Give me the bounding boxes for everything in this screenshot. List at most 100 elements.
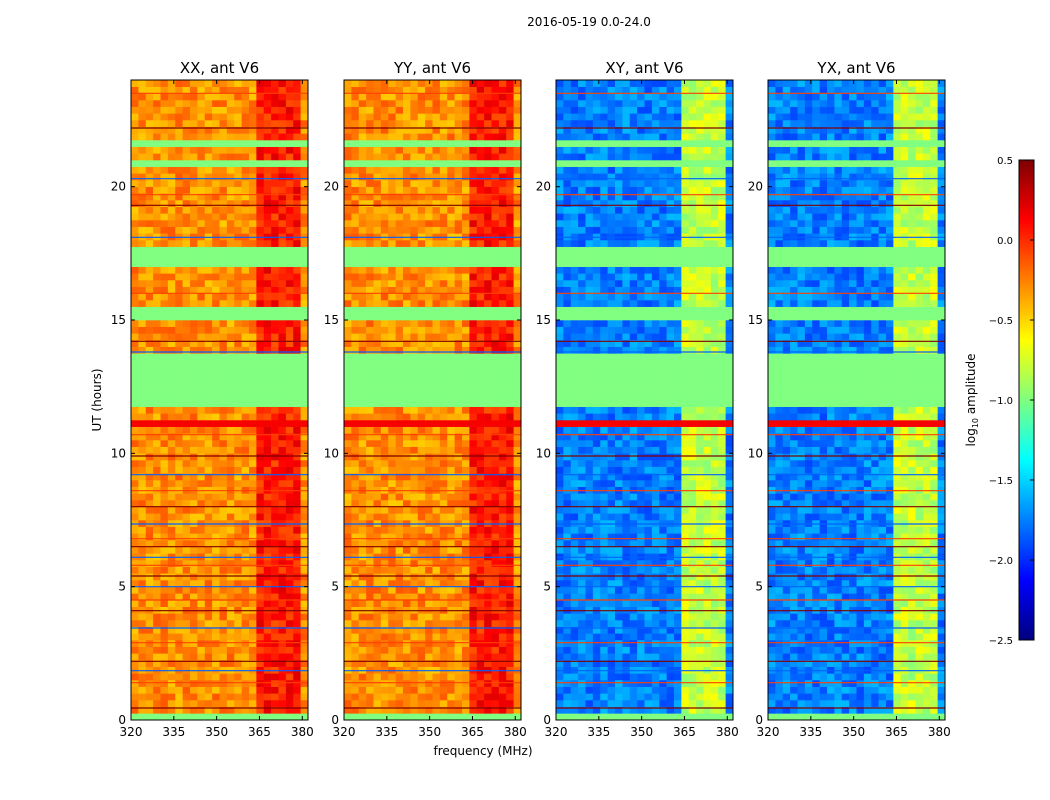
heatmap-cell: [366, 686, 374, 694]
heatmap-cell: [197, 533, 206, 541]
heatmap-cell: [462, 700, 470, 707]
heatmap-cell: [190, 186, 198, 194]
heatmap-cell: [366, 413, 374, 421]
heatmap-cell: [160, 300, 169, 307]
heatmap-cell: [358, 200, 367, 207]
heatmap-cell: [293, 306, 301, 314]
heatmap-cell: [145, 80, 154, 87]
heatmap-cell: [380, 86, 389, 94]
heatmap-cell: [300, 280, 309, 287]
heatmap-cell: [249, 313, 257, 321]
heatmap-cell: [351, 386, 360, 394]
heatmap-cell: [674, 686, 682, 694]
heatmap-cell: [476, 506, 485, 514]
heatmap-cell: [366, 133, 374, 141]
heatmap-cell: [249, 446, 257, 454]
heatmap-cell: [278, 673, 287, 681]
heatmap-cell: [410, 533, 419, 541]
heatmap-cell: [425, 273, 433, 281]
heatmap-cell: [182, 566, 191, 574]
heatmap-cell: [469, 680, 478, 687]
heatmap-cell: [351, 540, 360, 547]
heatmap-cell: [138, 260, 147, 267]
heatmap-cell: [271, 493, 279, 501]
heatmap-cell: [153, 220, 161, 227]
heatmap-cell: [506, 366, 514, 374]
heatmap-cell: [300, 706, 309, 714]
heatmap-cell: [366, 220, 374, 227]
heatmap-cell: [454, 306, 463, 314]
heatmap-cell: [256, 506, 265, 514]
heatmap-cell: [190, 680, 198, 687]
heatmap-cell: [447, 346, 455, 354]
heatmap-cell: [506, 513, 514, 521]
heatmap-cell: [506, 700, 514, 707]
heatmap-cell: [167, 706, 176, 714]
heatmap-cell: [167, 640, 176, 647]
heatmap-cell: [439, 513, 448, 521]
heatmap-cell: [432, 566, 441, 574]
heatmap-cell: [344, 700, 352, 707]
heatmap-cell: [204, 100, 213, 107]
y-tick-label: 5: [331, 580, 339, 594]
heatmap-cell: [182, 213, 191, 221]
heatmap-cell: [425, 420, 433, 427]
heatmap-cell: [249, 86, 257, 94]
heatmap-cell: [190, 580, 198, 587]
heatmap-cell: [219, 306, 228, 314]
heatmap-cell: [285, 660, 294, 667]
heatmap-cell: [182, 120, 191, 127]
heatmap-cell: [469, 426, 478, 434]
heatmap-cell: [506, 173, 514, 181]
heatmap-cell: [417, 353, 426, 361]
heatmap-cell: [271, 393, 279, 401]
heatmap-cell: [263, 560, 272, 567]
heatmap-cell: [410, 713, 419, 721]
heatmap-cell: [190, 686, 198, 694]
heatmap-cell: [256, 333, 265, 341]
heatmap-cell: [447, 386, 455, 394]
heatmap-cell: [249, 100, 257, 107]
heatmap-cell: [145, 420, 154, 427]
heatmap-cell: [607, 706, 616, 714]
heatmap-cell: [197, 133, 206, 141]
heatmap-cell: [182, 653, 191, 661]
heatmap-cell: [145, 713, 154, 721]
heatmap-cell: [263, 126, 272, 134]
heatmap-cell: [145, 220, 154, 227]
heatmap-cell: [380, 600, 389, 607]
heatmap-cell: [447, 473, 455, 481]
heatmap-cell: [366, 293, 374, 301]
heatmap-cell: [212, 186, 220, 194]
heatmap-cell: [167, 453, 176, 461]
heatmap-cell: [498, 686, 507, 694]
heatmap-cell: [145, 640, 154, 647]
heatmap-cell: [462, 133, 470, 141]
heatmap-cell: [190, 393, 198, 401]
heatmap-cell: [249, 393, 257, 401]
heatmap-cell: [197, 273, 206, 281]
heatmap-cell: [447, 546, 455, 554]
heatmap-cell: [190, 366, 198, 374]
heatmap-cell: [462, 193, 470, 201]
heatmap-cell: [204, 700, 213, 707]
heatmap-cell: [556, 646, 564, 654]
heatmap-cell: [300, 580, 309, 587]
heatmap-cell: [454, 260, 463, 267]
heatmap-cell: [153, 253, 161, 261]
heatmap-cell: [153, 580, 161, 587]
heatmap-cell: [160, 200, 169, 207]
heatmap-cell: [366, 346, 374, 354]
heatmap-cell: [366, 240, 374, 247]
heatmap-cell: [160, 453, 169, 461]
heatmap-cell: [190, 460, 198, 467]
heatmap-cell: [219, 493, 228, 501]
heatmap-cell: [410, 473, 419, 481]
heatmap-cell: [285, 300, 294, 307]
heatmap-cell: [234, 680, 242, 687]
heatmap-cell: [498, 460, 507, 467]
heatmap-cell: [358, 613, 367, 621]
heatmap-cell: [256, 266, 265, 274]
heatmap-cell: [644, 713, 653, 721]
heatmap-cell: [263, 633, 272, 641]
